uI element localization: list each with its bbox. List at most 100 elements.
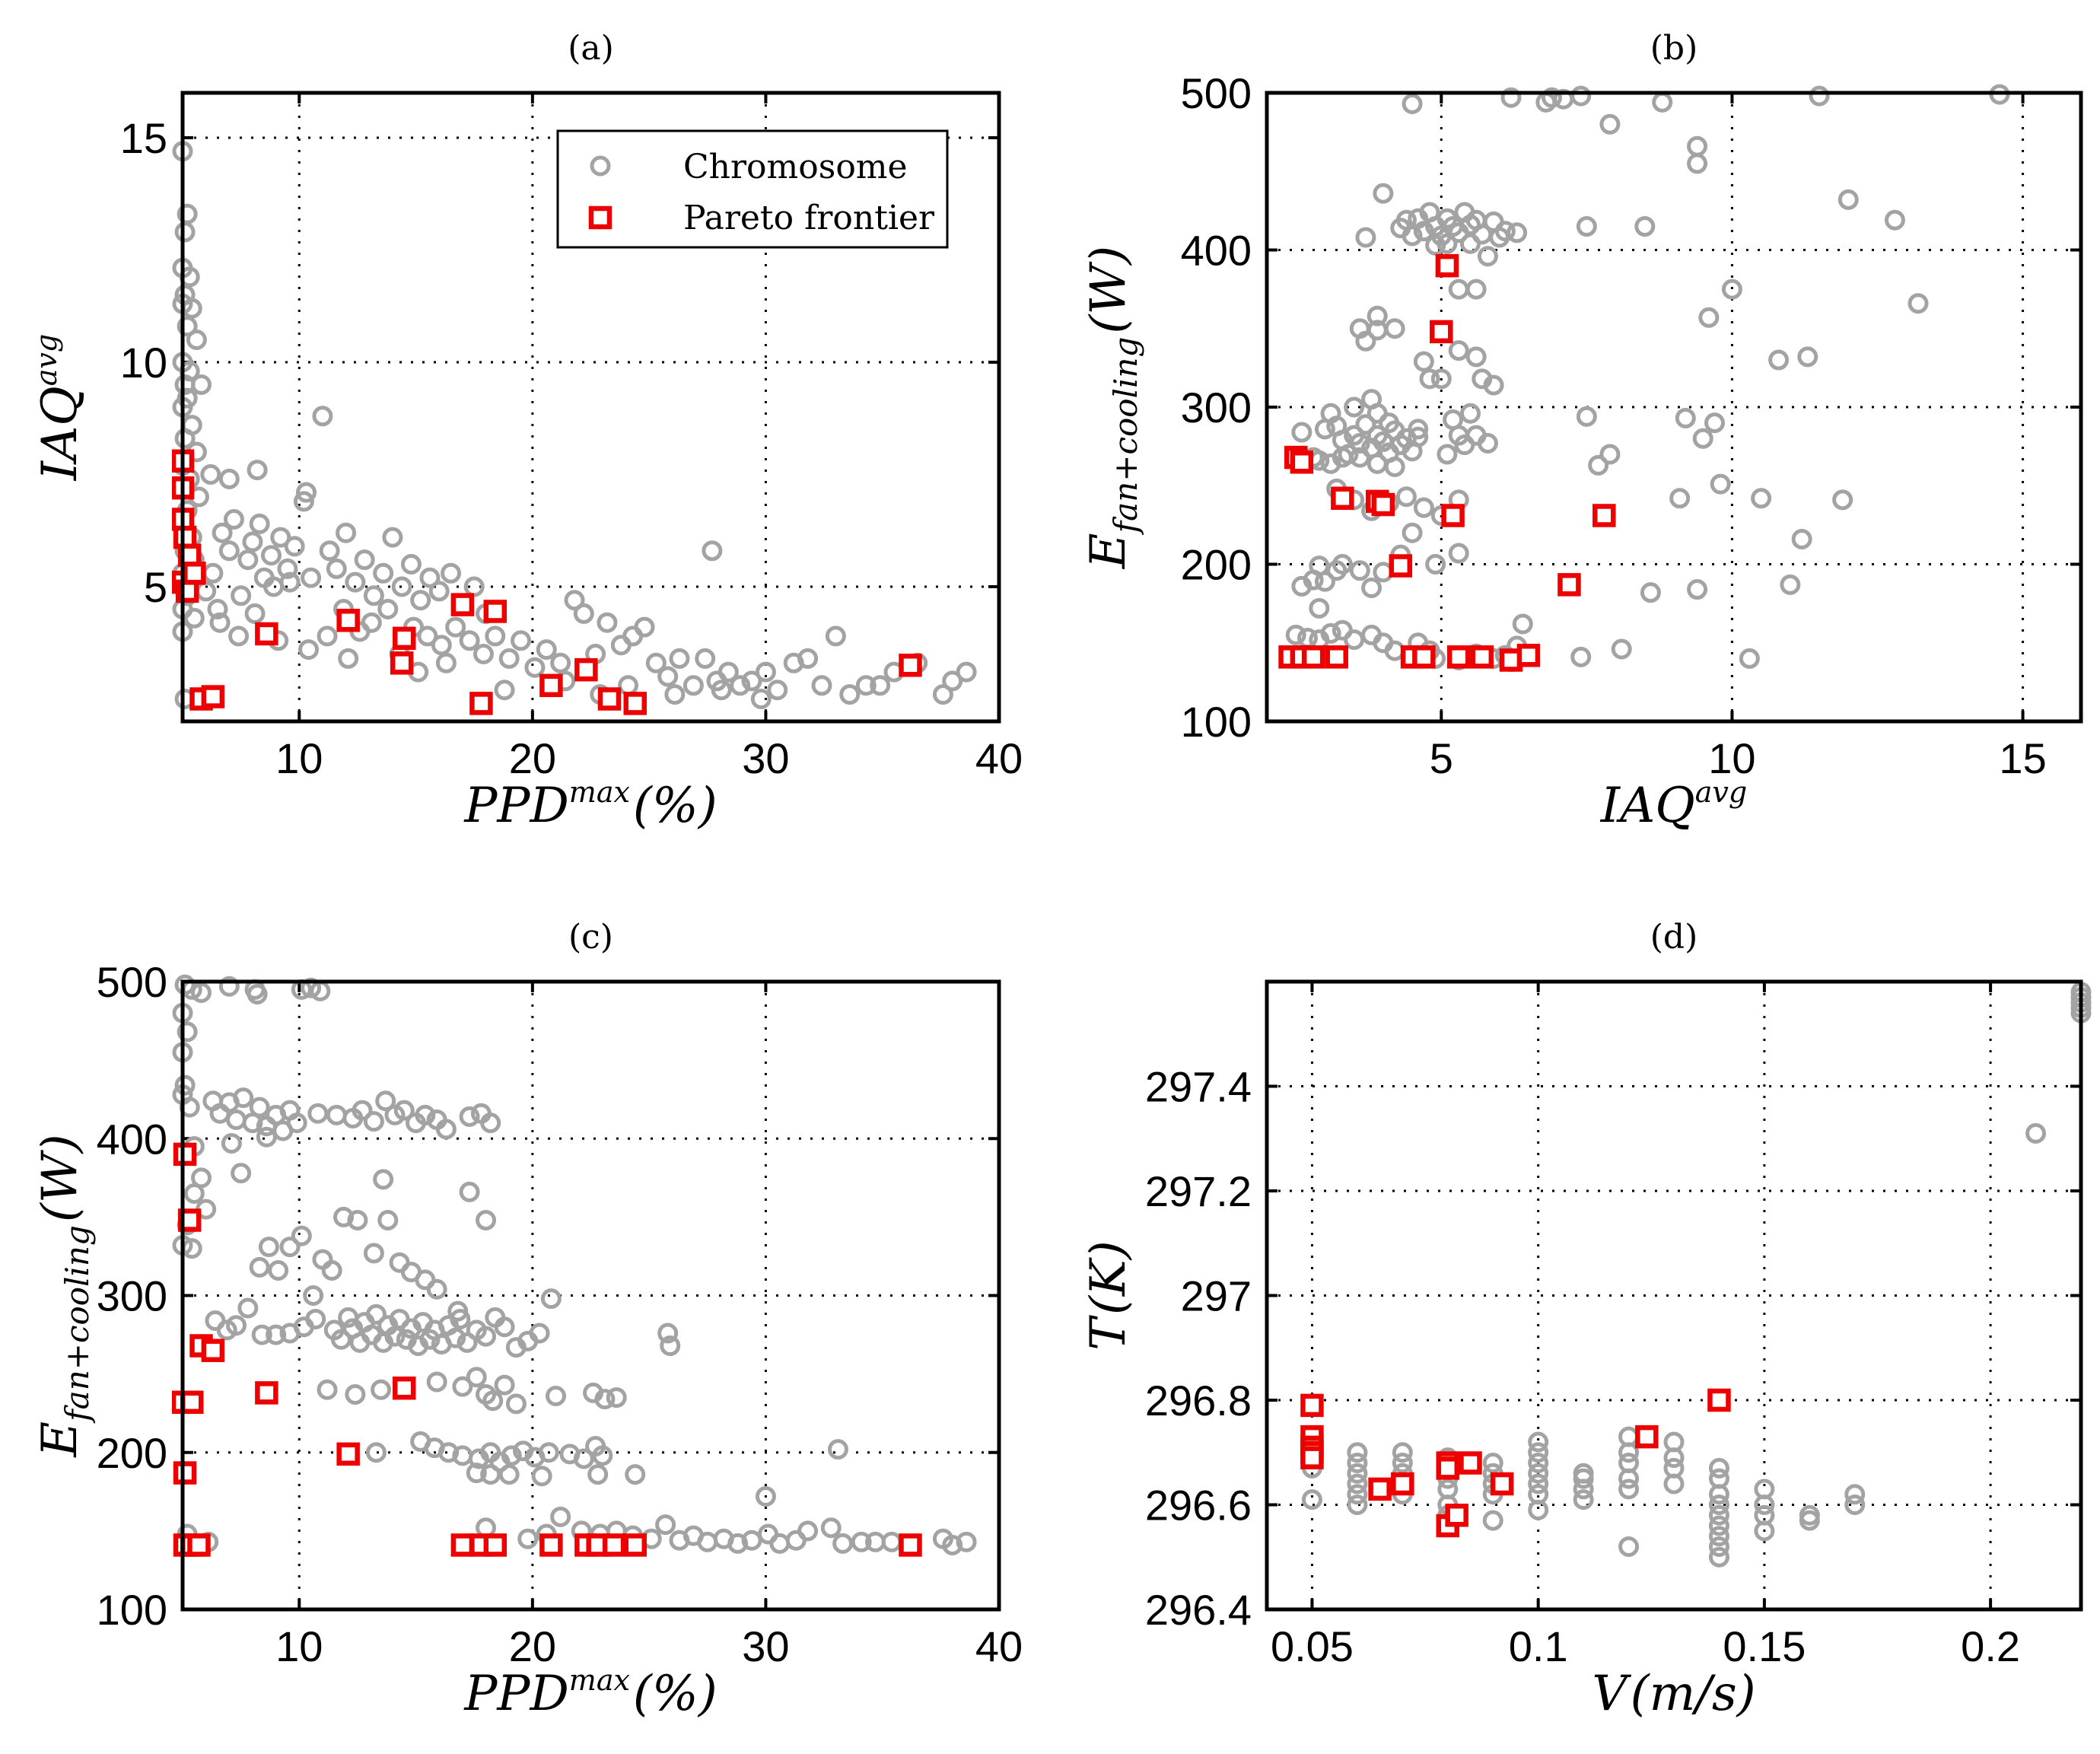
- chromosome-point: [1373, 183, 1394, 204]
- pareto-point: [1331, 486, 1354, 511]
- chromosome-point: [1494, 221, 1516, 242]
- chromosome-point: [1355, 330, 1376, 352]
- chromosome-point: [1314, 571, 1335, 592]
- x-tick-label: 40: [975, 734, 1023, 782]
- pareto-point: [1412, 645, 1436, 669]
- subplot-title: (c): [568, 918, 613, 957]
- y-axis-label-sup: avg: [30, 334, 63, 386]
- chromosome-point: [669, 648, 690, 669]
- chromosome-point: [1542, 87, 1562, 108]
- chromosome-point: [517, 1528, 539, 1549]
- pareto-point: [1446, 645, 1471, 669]
- chromosome-point: [1437, 233, 1458, 254]
- chromosome-point: [249, 513, 270, 534]
- y-tick-label: 400: [1181, 227, 1252, 275]
- chromosome-point: [312, 406, 333, 427]
- x-tick-label: 10: [275, 1622, 323, 1670]
- chromosome-point: [1599, 444, 1621, 465]
- chromosome-point: [466, 1463, 487, 1484]
- chromosome-point: [1402, 225, 1423, 247]
- chromosome-point: [445, 616, 466, 638]
- y-axis-label-sub: fan+cooling: [1107, 337, 1144, 536]
- y-axis-label-unit: (W): [1080, 246, 1137, 334]
- x-axis-label-main: PPD: [463, 778, 568, 834]
- chromosome-point: [459, 630, 480, 651]
- chromosome-point: [1465, 346, 1487, 368]
- chromosome-point: [249, 1097, 270, 1118]
- chromosome-point: [1675, 407, 1696, 428]
- chromosome-point: [1355, 227, 1376, 248]
- legend-chromosome-label: Chromosome: [683, 148, 908, 186]
- y-axis-label: Efan+cooling(W): [32, 1134, 96, 1457]
- chromosome-point: [485, 626, 506, 647]
- pareto-point: [1389, 554, 1413, 578]
- subplot-d: (d) 0.05 0.1 0.15 0.2 296.4 296.6 296.8 297 297.2…: [1080, 918, 2092, 1722]
- chromosome-point: [634, 616, 655, 638]
- pareto-point: [201, 685, 225, 708]
- chromosome-point: [347, 1210, 368, 1230]
- chromosome-point: [260, 545, 282, 566]
- x-tick-label: 0.2: [1961, 1622, 2020, 1670]
- chromosome-point: [473, 644, 494, 664]
- pareto-point: [255, 1381, 278, 1405]
- chromosome-point: [1640, 582, 1661, 603]
- pareto-point: [899, 1533, 922, 1557]
- pareto-point: [539, 1533, 563, 1557]
- chromosome-point: [1448, 340, 1469, 361]
- pareto-point: [1430, 320, 1453, 344]
- chromosome-point: [345, 1383, 366, 1405]
- chromosome-point: [540, 1288, 562, 1310]
- chromosome-point: [377, 599, 399, 619]
- chromosome-point: [330, 1329, 352, 1350]
- chromosome-point: [501, 1445, 522, 1466]
- y-tick-label: 296.4: [1145, 1586, 1252, 1634]
- pareto-point: [597, 687, 622, 711]
- chromosome-point: [1344, 396, 1365, 418]
- chromosome-point: [177, 316, 198, 337]
- chromosome-point: [452, 1376, 473, 1397]
- chromosome-point: [174, 1074, 196, 1096]
- legend-pareto-label: Pareto frontier: [683, 199, 935, 237]
- chromosome-point: [932, 684, 953, 705]
- x-tick-label: 0.15: [1723, 1622, 1806, 1670]
- chromosome-point: [536, 639, 557, 661]
- chromosome-point: [606, 1387, 627, 1409]
- subplot-c: (c) 10 20 30 40 100 200 300 400 500 PPDmax(%) Efan+…: [32, 918, 1023, 1722]
- chromosome-point: [228, 626, 250, 647]
- chromosome-point: [511, 630, 532, 651]
- chromosome-point: [1708, 1526, 1729, 1547]
- y-tick-label: 297.4: [1145, 1063, 1252, 1111]
- chromosome-point: [1349, 560, 1370, 581]
- pareto-point: [180, 1390, 204, 1414]
- chromosome-point: [1448, 425, 1469, 446]
- chromosome-point: [538, 1442, 559, 1463]
- chromosome-point: [202, 562, 224, 584]
- chromosome-point: [207, 599, 228, 619]
- y-tick-label: 296.6: [1145, 1482, 1252, 1530]
- pareto-point: [392, 626, 416, 651]
- chromosome-point: [312, 1249, 333, 1270]
- chromosome-point: [1698, 307, 1720, 328]
- pareto-point: [1290, 450, 1314, 474]
- chromosome-point: [625, 1464, 646, 1485]
- x-tick-label: 10: [1708, 734, 1755, 782]
- pareto-point: [1325, 645, 1348, 669]
- pareto-point: [574, 657, 598, 682]
- chromosome-point: [1739, 648, 1760, 669]
- chromosome-point: [223, 509, 244, 530]
- chromosome-point: [1844, 1495, 1866, 1515]
- chromosome-point: [221, 1132, 242, 1154]
- data-points: [1278, 84, 2010, 673]
- chromosome-point: [303, 1285, 324, 1306]
- chromosome-point: [291, 1225, 312, 1246]
- chromosome-point: [476, 1326, 497, 1347]
- x-axis-label: PPDmax(%): [463, 1663, 717, 1722]
- chromosome-point: [1413, 497, 1434, 518]
- chromosome-point: [1708, 1468, 1729, 1489]
- chromosome-point: [1355, 414, 1376, 435]
- x-axis-label-unit: (%): [633, 1666, 718, 1722]
- chromosome-point: [212, 522, 233, 543]
- y-axis-label-main: T: [1080, 1315, 1137, 1351]
- pareto-point: [1371, 492, 1395, 517]
- chromosome-point: [295, 482, 317, 503]
